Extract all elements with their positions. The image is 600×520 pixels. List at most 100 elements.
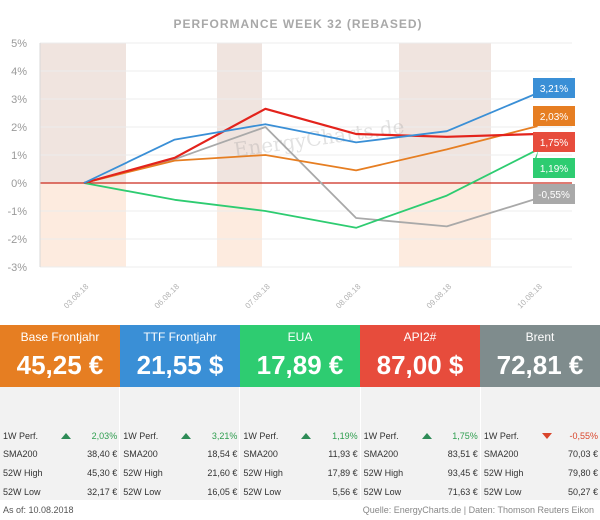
- card-name: Base Frontjahr: [20, 330, 100, 344]
- y-tick-label: -3%: [7, 262, 27, 274]
- stat-value: 50,27 €: [567, 487, 599, 497]
- price-card-base: Base Frontjahr 45,25 €: [0, 325, 120, 387]
- stats-row: SMA200 38,40 €: [3, 448, 117, 460]
- stat-label: 52W Low: [123, 487, 161, 497]
- card-name: API2#: [403, 330, 437, 344]
- stats-row: 52W High 17,89 €: [243, 467, 357, 479]
- stat-value: 11,93 €: [328, 449, 358, 459]
- as-of-date: As of: 10.08.2018: [3, 505, 74, 515]
- y-tick-label: -2%: [7, 234, 27, 246]
- band-lower: [40, 183, 126, 267]
- stats-column: 1W Perf. 1,19% SMA200 11,93 € 52W High 17,89 …: [239, 387, 359, 500]
- performance-chart: PERFORMANCE WEEK 32 (REBASED) 5% 4% 3% 2% 1%…: [7, 17, 575, 311]
- band-upper: [40, 43, 126, 183]
- stat-label: 1W Perf.: [243, 431, 279, 441]
- stats-row: 52W High 93,45 €: [364, 467, 478, 479]
- triangle-up-icon: [61, 433, 71, 439]
- stats-panel: 1W Perf. 2,03% SMA200 38,40 € 52W High 45,30 …: [0, 387, 600, 500]
- stat-label: 52W High: [3, 468, 43, 478]
- series-line: [83, 107, 538, 185]
- series-line: [83, 125, 538, 184]
- x-tick-label: 06.08.18: [153, 282, 182, 311]
- stats-row: 1W Perf. -0,55%: [484, 430, 598, 442]
- card-name: Brent: [525, 330, 555, 344]
- stats-row: SMA200 83,51 €: [364, 448, 478, 460]
- stat-value: 32,17 €: [87, 487, 118, 497]
- y-tick-label: 0%: [11, 178, 27, 190]
- end-label-box: [533, 158, 575, 178]
- stats-row: SMA200 18,54 €: [123, 448, 237, 460]
- stats-column: 1W Perf. 3,21% SMA200 18,54 € 52W High 21,60 …: [119, 387, 239, 500]
- card-price: 87,00 $: [376, 350, 464, 380]
- stats-row: 52W Low 5,56 €: [243, 486, 357, 498]
- stat-value: 79,80 €: [567, 468, 599, 478]
- x-tick-label: 07.08.18: [243, 282, 272, 311]
- data-source: Quelle: EnergyCharts.de | Daten: Thomson…: [362, 505, 594, 515]
- x-tick-label: 08.08.18: [334, 282, 363, 311]
- triangle-down-icon: [541, 433, 552, 439]
- price-card-api2: API2# 87,00 $: [360, 325, 480, 387]
- stat-value: 1,75%: [452, 431, 478, 441]
- stat-label: 1W Perf.: [3, 431, 39, 441]
- y-tick-label: 2%: [11, 122, 27, 134]
- grid-lines: [39, 42, 572, 268]
- series-line: [83, 92, 538, 184]
- x-axis-ticks: 03.08.18 06.08.18 07.08.18 08.08.18 09.08.18…: [62, 282, 544, 311]
- stats-row: 52W Low 50,27 €: [484, 486, 598, 498]
- x-tick-label: 03.08.18: [62, 282, 91, 311]
- stat-label: 52W High: [123, 468, 163, 478]
- stat-value: -0,55%: [569, 431, 599, 441]
- card-name: EUA: [287, 330, 313, 344]
- end-label-box: [533, 78, 575, 98]
- y-tick-label: 1%: [11, 150, 27, 162]
- price-card-brent: Brent 72,81 €: [480, 325, 600, 387]
- series-lines: [83, 92, 538, 229]
- stat-label: 52W High: [243, 468, 283, 478]
- stat-label: SMA200: [3, 449, 38, 459]
- stat-label: 52W Low: [363, 487, 402, 497]
- end-label-box: [533, 184, 575, 204]
- price-card-ttf: TTF Frontjahr 21,55 $: [120, 325, 240, 387]
- end-label-text: 3,21%: [540, 84, 568, 95]
- stat-value: 18,54 €: [207, 449, 238, 459]
- stat-label: 1W Perf.: [123, 431, 159, 441]
- stat-label: SMA200: [483, 449, 519, 459]
- stat-label: SMA200: [363, 449, 399, 459]
- band-lower: [217, 183, 262, 267]
- end-label-text: -0,55%: [538, 190, 570, 201]
- stats-row: 52W High 45,30 €: [3, 467, 117, 479]
- end-label-box: [533, 106, 575, 126]
- stat-value: 2,03%: [91, 431, 118, 441]
- stat-value: 71,63 €: [447, 487, 478, 497]
- stat-label: 52W High: [483, 468, 524, 478]
- card-price: 72,81 €: [496, 350, 584, 380]
- stats-row: 1W Perf. 3,21%: [123, 430, 237, 442]
- triangle-up-icon: [421, 433, 432, 439]
- stat-value: 38,40 €: [87, 449, 118, 459]
- stat-label: 1W Perf.: [483, 431, 519, 441]
- card-name: TTF Frontjahr: [143, 330, 217, 344]
- weekend-bands: [40, 43, 491, 267]
- stat-value: 93,45 €: [447, 468, 478, 478]
- series-line: [83, 148, 538, 229]
- stat-value: 17,89 €: [327, 468, 358, 478]
- triangle-up-icon: [301, 433, 312, 439]
- stat-label: 1W Perf.: [363, 431, 399, 441]
- end-labels: 3,21% 2,03% 1,75% 1,19% -0,55%: [533, 78, 575, 204]
- series-line: [83, 126, 538, 228]
- end-label-box: [533, 132, 575, 152]
- stats-row: 1W Perf. 1,75%: [364, 430, 478, 442]
- y-tick-label: -1%: [7, 206, 27, 218]
- stat-value: 45,30 €: [87, 468, 118, 478]
- band-upper: [217, 43, 262, 183]
- stat-value: 21,60 €: [207, 468, 238, 478]
- footer: As of: 10.08.2018 Quelle: EnergyCharts.d…: [0, 500, 600, 520]
- stats-row: 52W High 21,60 €: [123, 467, 237, 479]
- triangle-up-icon: [181, 433, 192, 439]
- stat-label: 52W Low: [243, 487, 281, 497]
- stats-row: SMA200 11,93 €: [243, 448, 357, 460]
- card-price: 45,25 €: [16, 350, 104, 380]
- card-price: 21,55 $: [136, 350, 224, 380]
- end-label-text: 1,19%: [540, 164, 568, 175]
- stats-row: 52W Low 16,05 €: [123, 486, 237, 498]
